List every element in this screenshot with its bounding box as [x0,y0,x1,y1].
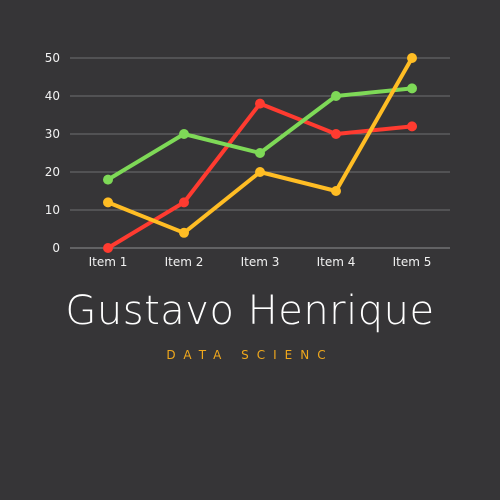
data-point [255,98,265,109]
y-tick-label: 20 [45,165,60,179]
data-point [331,129,341,139]
tagline: DATA SCIENC [166,348,334,362]
data-point [103,197,113,208]
data-point [103,243,113,253]
data-point [179,227,189,238]
data-point [103,174,113,185]
x-tick-label: Item 5 [393,255,432,269]
data-point [407,121,417,132]
author-name: Gustavo Henrique [65,288,435,334]
x-tick-label: Item 3 [241,255,280,269]
data-point [255,148,265,158]
data-point [179,129,189,139]
series-line-3 [106,56,414,235]
line-chart: 0 10 20 30 40 50 Item 1 Item 2 Item 3 Item 4 Item … [45,51,450,269]
x-tick-label: Item 1 [89,255,128,269]
data-point [407,53,417,63]
data-point [331,186,341,196]
y-tick-label: 30 [45,127,60,141]
data-point [179,197,189,208]
y-tick-label: 0 [52,241,60,255]
y-tick-label: 40 [45,89,60,103]
y-tick-label: 10 [45,203,60,217]
data-point [255,167,265,177]
y-tick-label: 50 [45,51,60,65]
data-point [407,83,417,94]
x-tick-label: Item 4 [317,255,356,269]
x-tick-label: Item 2 [165,255,204,269]
data-point [331,91,341,101]
